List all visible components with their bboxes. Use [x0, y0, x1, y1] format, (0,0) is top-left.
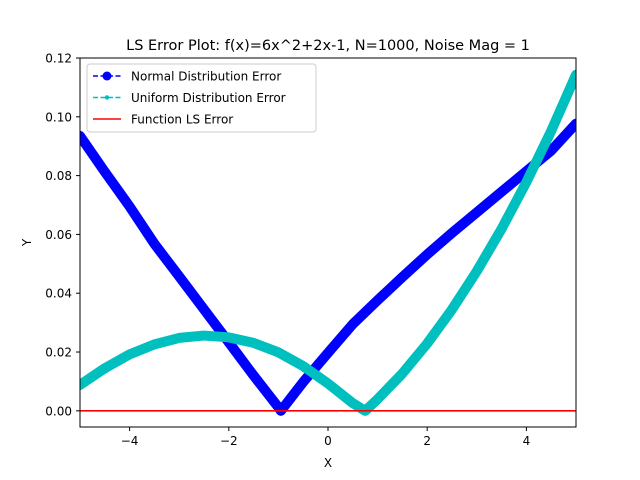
x-axis-ticks: −4 −2 0 2 4 — [121, 427, 530, 448]
legend-label: Function LS Error — [131, 113, 233, 127]
legend: Normal Distribution Error Uniform Distrib… — [86, 63, 317, 133]
y-tick-label: 0.10 — [45, 110, 72, 124]
legend-label: Normal Distribution Error — [131, 70, 281, 84]
y-tick-label: 0.04 — [45, 287, 72, 301]
legend-item-uniform-distribution-error: Uniform Distribution Error — [93, 91, 286, 105]
x-tick-label: −2 — [220, 434, 238, 448]
x-tick-label: 4 — [523, 434, 531, 448]
y-tick-label: 0.12 — [45, 52, 72, 66]
legend-marker — [102, 71, 112, 81]
y-tick-label: 0.08 — [45, 169, 72, 183]
y-tick-label: 0.06 — [45, 228, 72, 242]
legend-box — [86, 63, 317, 133]
y-tick-label: 0.00 — [45, 404, 72, 418]
legend-marker — [104, 95, 110, 100]
chart-title: LS Error Plot: f(x)=6x^2+2x-1, N=1000, N… — [126, 38, 530, 54]
y-axis-label: Y — [20, 238, 34, 247]
series-layer — [80, 69, 576, 416]
y-tick-label: 0.02 — [45, 346, 72, 360]
uniform-distribution-error-line — [80, 69, 576, 416]
x-axis-label: X — [324, 456, 332, 470]
x-tick-label: −4 — [121, 434, 139, 448]
x-tick-label: 0 — [324, 434, 332, 448]
plot-area: −4 −2 0 2 4 0.00 0.02 0.04 0.06 0.08 0.10 0.12 — [45, 52, 577, 448]
normal-distribution-error-line — [80, 118, 576, 416]
legend-label: Uniform Distribution Error — [131, 91, 286, 105]
legend-item-function-ls-error: Function LS Error — [93, 113, 233, 127]
y-axis-ticks: 0.00 0.02 0.04 0.06 0.08 0.10 0.12 — [45, 52, 80, 418]
legend-item-normal-distribution-error: Normal Distribution Error — [93, 70, 281, 84]
x-tick-label: 2 — [423, 434, 431, 448]
